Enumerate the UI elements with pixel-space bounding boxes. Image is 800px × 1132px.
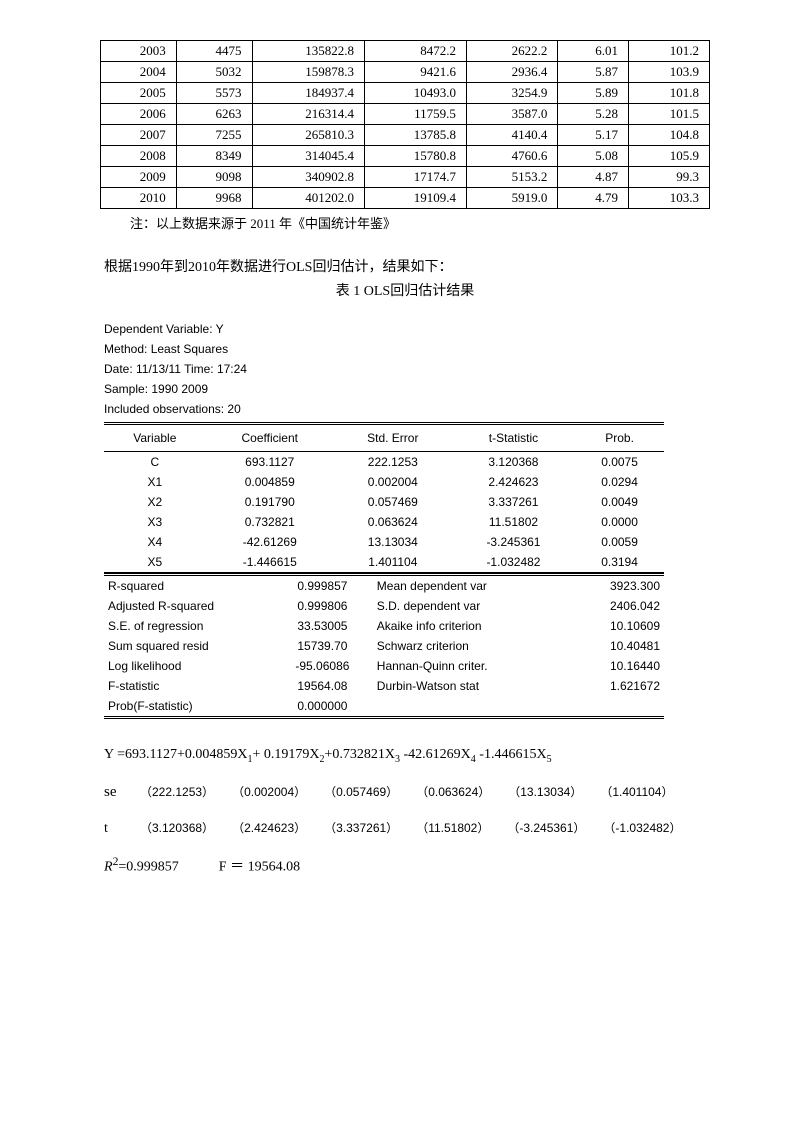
regression-equation: Y =693.1127+0.004859X1+ 0.19179X2+0.7328… — [104, 747, 710, 765]
table-row: 20077255265810.313785.84140.45.17104.8 — [101, 125, 710, 146]
table-row: 20045032159878.39421.62936.45.87103.9 — [101, 62, 710, 83]
date-time: Date: 11/13/11 Time: 17:24 — [104, 362, 664, 376]
diag-row: Adjusted R-squared0.999806S.D. dependent… — [104, 596, 664, 616]
se-row: se（222.1253）（0.002004）（0.057469）（0.06362… — [104, 783, 710, 801]
coef-row: X10.0048590.0020042.4246230.0294 — [104, 472, 664, 492]
diag-row: Log likelihood-95.06086Hannan-Quinn crit… — [104, 656, 664, 676]
method: Method: Least Squares — [104, 342, 664, 356]
coef-row: X5-1.4466151.401104-1.0324820.3194 — [104, 552, 664, 573]
coef-row: X4-42.6126913.13034-3.2453610.0059 — [104, 532, 664, 552]
dependent-variable: Dependent Variable: Y — [104, 322, 664, 336]
coef-row: X20.1917900.0574693.3372610.0049 — [104, 492, 664, 512]
diag-row: R-squared0.999857Mean dependent var3923.… — [104, 575, 664, 597]
table-row: 20055573184937.410493.03254.95.89101.8 — [101, 83, 710, 104]
diagnostics-table: R-squared0.999857Mean dependent var3923.… — [104, 573, 664, 719]
yearly-data-table: 20034475135822.88472.22622.26.01101.2200… — [100, 40, 710, 209]
coefficients-table: VariableCoefficientStd. Errort-Statistic… — [104, 422, 664, 573]
sample: Sample: 1990 2009 — [104, 382, 664, 396]
table-row: 20109968401202.019109.45919.04.79103.3 — [101, 188, 710, 209]
diag-row: Sum squared resid15739.70Schwarz criteri… — [104, 636, 664, 656]
diag-row: Prob(F-statistic)0.000000 — [104, 696, 664, 718]
intro-text: 根据1990年到2010年数据进行OLS回归估计，结果如下： — [104, 256, 710, 276]
included-obs: Included observations: 20 — [104, 402, 664, 416]
table-source-note: 注：以上数据来源于 2011 年《中国统计年鉴》 — [130, 213, 710, 232]
diag-row: S.E. of regression33.53005Akaike info cr… — [104, 616, 664, 636]
diag-row: F-statistic19564.08Durbin-Watson stat1.6… — [104, 676, 664, 696]
r-squared-f-row: R2=0.999857F ＝ 19564.08 — [104, 855, 710, 876]
results-table-title: 表 1 OLS回归估计结果 — [100, 280, 710, 300]
coef-row: X30.7328210.06362411.518020.0000 — [104, 512, 664, 532]
coef-row: C693.1127222.12533.1203680.0075 — [104, 452, 664, 473]
regression-output: Dependent Variable: Y Method: Least Squa… — [104, 322, 664, 719]
t-row: t（3.120368）（2.424623）（3.337261）（11.51802… — [104, 819, 710, 837]
table-row: 20099098340902.817174.75153.24.8799.3 — [101, 167, 710, 188]
table-row: 20034475135822.88472.22622.26.01101.2 — [101, 41, 710, 62]
table-row: 20066263216314.411759.53587.05.28101.5 — [101, 104, 710, 125]
table-row: 20088349314045.415780.84760.65.08105.9 — [101, 146, 710, 167]
